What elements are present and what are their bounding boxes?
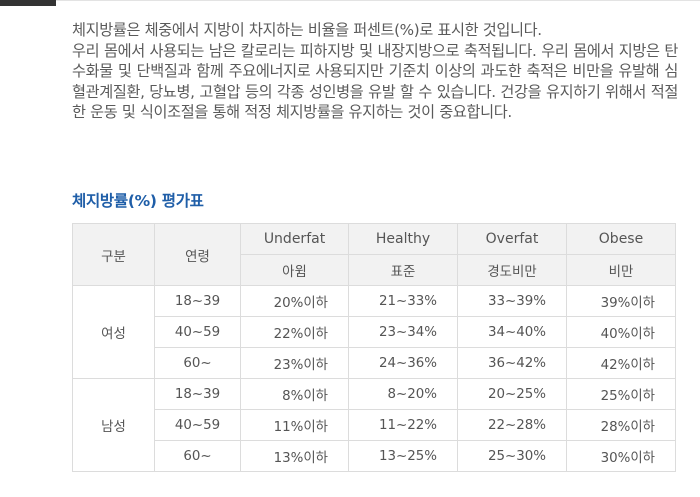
value-cell: 13~25% — [348, 440, 458, 472]
value-cell: 30%이하 — [566, 440, 676, 472]
value-cell: 20%이하 — [240, 285, 349, 317]
top-divider-line — [56, 0, 700, 1]
intro-paragraph: 우리 몸에서 사용되는 남은 칼로리는 피하지방 및 내장지방으로 축적됩니다.… — [72, 41, 678, 122]
value-cell: 23~34% — [348, 316, 458, 348]
value-cell: 33~39% — [457, 285, 567, 317]
value-cell: 11~22% — [348, 409, 458, 441]
body-fat-table: 구분 연령 Underfat Healthy Overfat Obese 아윔 … — [72, 223, 676, 472]
intro-line-1: 체지방률은 체중에서 지방이 차지하는 비율을 퍼센트(%)로 표시한 것입니다… — [72, 21, 542, 39]
header-row-ko: 아윔 표준 경도비만 비만 — [73, 254, 676, 286]
header-overfat: Overfat — [457, 223, 567, 255]
table-row: 60~ 13%이하 13~25% 25~30% 30%이하 — [73, 440, 676, 472]
value-cell: 40%이하 — [566, 316, 676, 348]
value-cell: 11%이하 — [240, 409, 349, 441]
table-row: 40~59 11%이하 11~22% 22~28% 28%이하 — [73, 409, 676, 441]
header-obese: Obese — [566, 223, 676, 255]
intro-text: 체지방률은 체중에서 지방이 차지하는 비율을 퍼센트(%)로 표시한 것입니다… — [72, 20, 678, 123]
header-group: 구분 — [72, 223, 155, 286]
age-cell: 40~59 — [154, 316, 241, 348]
age-cell: 60~ — [154, 347, 241, 379]
value-cell: 25%이하 — [566, 378, 676, 410]
value-cell: 13%이하 — [240, 440, 349, 472]
table-header: 구분 연령 Underfat Healthy Overfat Obese 아윔 … — [72, 223, 676, 286]
table-row: 남성 18~39 8%이하 8~20% 20~25% 25%이하 — [72, 378, 676, 472]
header-underfat: Underfat — [240, 223, 349, 255]
value-cell: 8~20% — [348, 378, 458, 410]
header-healthy: Healthy — [348, 223, 458, 255]
header-obese-ko: 비만 — [566, 254, 676, 286]
age-cell: 60~ — [154, 440, 241, 472]
table-row: 60~ 23%이하 24~36% 36~42% 42%이하 — [73, 347, 676, 379]
value-cell: 39%이하 — [566, 285, 676, 317]
top-divider — [0, 0, 700, 6]
value-cell: 28%이하 — [566, 409, 676, 441]
value-cell: 36~42% — [457, 347, 567, 379]
header-healthy-ko: 표준 — [348, 254, 458, 286]
value-cell: 22~28% — [457, 409, 567, 441]
header-age: 연령 — [154, 223, 241, 286]
table-row: 40~59 22%이하 23~34% 34~40% 40%이하 — [73, 316, 676, 348]
value-cell: 8%이하 — [240, 378, 349, 410]
value-cell: 21~33% — [348, 285, 458, 317]
header-overfat-ko: 경도비만 — [457, 254, 567, 286]
value-cell: 23%이하 — [240, 347, 349, 379]
age-cell: 40~59 — [154, 409, 241, 441]
value-cell: 22%이하 — [240, 316, 349, 348]
value-cell: 34~40% — [457, 316, 567, 348]
value-cell: 25~30% — [457, 440, 567, 472]
value-cell: 42%이하 — [566, 347, 676, 379]
header-row-en: 구분 연령 Underfat Healthy Overfat Obese — [72, 223, 676, 286]
table-row: 여성 18~39 20%이하 21~33% 33~39% 39%이하 — [72, 285, 676, 379]
age-cell: 18~39 — [154, 378, 241, 410]
value-cell: 24~36% — [348, 347, 458, 379]
group-label-female: 여성 — [72, 285, 155, 379]
value-cell: 20~25% — [457, 378, 567, 410]
header-underfat-ko: 아윔 — [240, 254, 349, 286]
top-divider-accent — [0, 0, 56, 6]
group-label-male: 남성 — [72, 378, 155, 472]
table-body: 여성 18~39 20%이하 21~33% 33~39% 39%이하 40~59… — [72, 285, 676, 472]
age-cell: 18~39 — [154, 285, 241, 317]
section-title: 체지방률(%) 평가표 — [72, 192, 204, 210]
